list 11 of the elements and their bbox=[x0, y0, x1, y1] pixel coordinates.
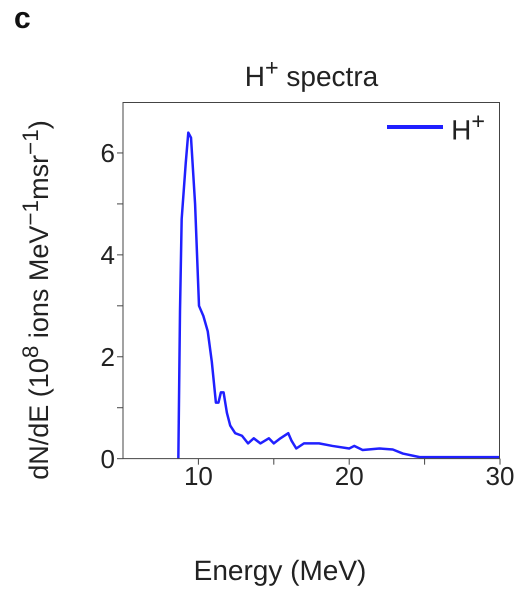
y-tick-label: 0 bbox=[100, 444, 115, 474]
x-tick-label: 30 bbox=[486, 461, 514, 492]
chart-title: H$^{+}$ spectra bbox=[244, 55, 378, 92]
y-tick-label: 2 bbox=[100, 342, 115, 372]
legend-label: H$^{+}$ bbox=[451, 108, 485, 146]
y-tick-label: 6 bbox=[100, 138, 115, 168]
y-tick-label: 4 bbox=[100, 240, 115, 270]
text: c bbox=[14, 2, 31, 36]
x-tick-label: 10 bbox=[184, 461, 213, 492]
x-tick-label: 20 bbox=[334, 461, 364, 492]
x-axis-title: Energy (MeV) bbox=[194, 555, 366, 586]
